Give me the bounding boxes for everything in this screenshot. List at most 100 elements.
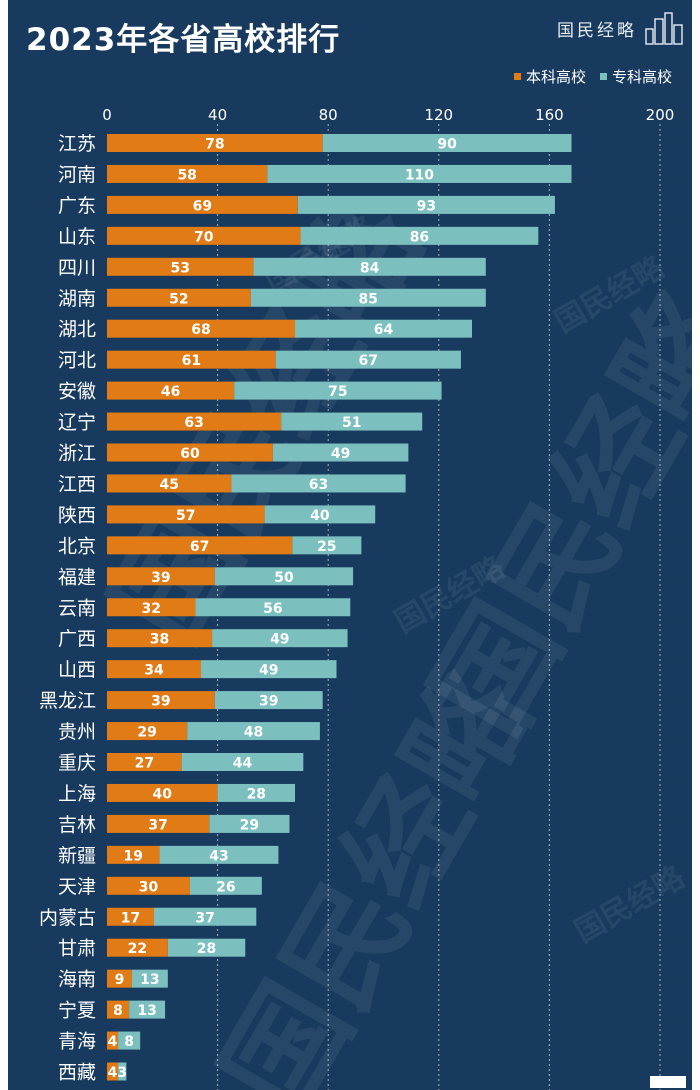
bar-undergraduate: [107, 134, 323, 152]
category-label: 天津: [58, 876, 96, 898]
data-label-undergraduate: 4: [108, 1034, 118, 1050]
bar-vocational: [212, 629, 348, 648]
data-label-undergraduate: 39: [151, 570, 170, 586]
category-label: 江苏: [58, 133, 96, 155]
bar-vocational: [253, 257, 486, 276]
category-label: 宁夏: [58, 1000, 96, 1022]
data-label-vocational: 75: [328, 384, 347, 400]
data-label-undergraduate: 63: [184, 415, 203, 431]
data-label-undergraduate: 4: [108, 1065, 118, 1081]
data-label-undergraduate: 29: [137, 725, 156, 741]
legend-item-vocational: 专科高校: [599, 66, 672, 87]
category-label: 山东: [58, 226, 96, 248]
data-label-vocational: 29: [240, 817, 259, 833]
data-label-vocational: 110: [405, 167, 434, 183]
data-label-vocational: 67: [359, 353, 378, 369]
bar-vocational: [272, 443, 409, 462]
bar-undergraduate: [107, 907, 155, 926]
bar-vocational: [214, 691, 323, 710]
data-label-vocational: 86: [410, 229, 429, 245]
x-tick-label: 0: [102, 106, 112, 124]
data-label-vocational: 90: [437, 137, 457, 153]
city-skyline-icon: [645, 12, 683, 45]
data-label-undergraduate: 67: [190, 539, 209, 555]
data-label-undergraduate: 45: [159, 477, 178, 493]
data-label-vocational: 28: [197, 941, 216, 957]
data-label-undergraduate: 32: [141, 601, 160, 617]
bar-undergraduate: [107, 629, 213, 648]
category-label: 陕西: [58, 504, 96, 526]
bar-undergraduate: [107, 381, 235, 400]
bar-undergraduate: [107, 567, 215, 586]
bar-undergraduate: [107, 876, 190, 895]
data-label-vocational: 26: [216, 879, 235, 895]
data-label-undergraduate: 17: [121, 910, 140, 926]
qr-code: [650, 1076, 686, 1088]
bar-undergraduate: [107, 938, 168, 957]
data-label-undergraduate: 57: [176, 508, 195, 524]
data-label-undergraduate: 8: [113, 1003, 123, 1019]
bar-undergraduate: [107, 288, 251, 307]
data-label-undergraduate: 61: [182, 353, 201, 369]
bar-undergraduate: [107, 691, 215, 710]
data-label-vocational: 63: [309, 477, 328, 493]
bar-undergraduate: [107, 969, 132, 988]
bar-vocational: [201, 660, 337, 679]
category-label: 广东: [58, 195, 96, 217]
bar-vocational: [217, 783, 296, 802]
bar-undergraduate: [107, 350, 276, 369]
bar-vocational: [154, 907, 257, 926]
bar-undergraduate: [107, 164, 268, 183]
data-label-vocational: 51: [342, 415, 361, 431]
data-label-vocational: 13: [137, 1003, 156, 1019]
brand-name: 国民经略: [557, 20, 637, 41]
bar-vocational: [129, 1000, 166, 1019]
data-label-vocational: 13: [140, 972, 159, 988]
legend-item-undergraduate: 本科高校: [513, 66, 586, 87]
legend-swatch-vocational: [599, 73, 607, 80]
bar-undergraduate: [107, 845, 160, 864]
data-label-vocational: 49: [270, 632, 289, 648]
bar-undergraduate: [107, 443, 273, 462]
bar-undergraduate: [107, 257, 254, 276]
bar-vocational: [131, 969, 168, 988]
bar-vocational: [209, 814, 290, 833]
data-label-vocational: 8: [124, 1034, 134, 1050]
data-label-vocational: 3: [117, 1065, 127, 1081]
bar-vocational: [189, 876, 262, 895]
bar-undergraduate: [107, 195, 298, 214]
brand-logo: 国民经略: [556, 10, 684, 46]
legend-label-undergraduate: 本科高校: [525, 68, 586, 86]
bar-undergraduate: [107, 783, 218, 802]
bar-undergraduate: [107, 814, 210, 833]
legend-label-vocational: 专科高校: [611, 68, 672, 86]
bar-vocational: [118, 1062, 127, 1081]
category-label: 海南: [58, 969, 96, 991]
bar-undergraduate: [107, 1031, 119, 1050]
page-title: 2023年各省高校排行: [26, 22, 341, 58]
data-label-vocational: 25: [317, 539, 336, 555]
data-label-undergraduate: 53: [171, 260, 190, 276]
bar-vocational: [264, 505, 376, 524]
bar-vocational: [181, 753, 304, 771]
bar-undergraduate: [107, 505, 265, 524]
data-label-vocational: 50: [274, 570, 294, 586]
data-label-undergraduate: 46: [161, 384, 180, 400]
data-label-vocational: 49: [331, 446, 350, 462]
bar-vocational: [322, 134, 572, 152]
legend-swatch-undergraduate: [513, 73, 521, 80]
category-label: 河北: [58, 350, 96, 372]
category-label: 重庆: [58, 752, 96, 774]
category-label: 江西: [58, 473, 96, 495]
data-label-undergraduate: 78: [205, 137, 224, 153]
bar-vocational: [231, 474, 406, 493]
chart-legend: 本科高校 专科高校: [513, 66, 672, 87]
data-label-undergraduate: 40: [153, 786, 173, 802]
data-label-undergraduate: 9: [115, 972, 125, 988]
data-label-undergraduate: 22: [128, 941, 147, 957]
x-tick-label: 160: [535, 106, 564, 124]
data-label-undergraduate: 69: [193, 198, 212, 214]
data-label-vocational: 93: [417, 198, 436, 214]
data-label-vocational: 40: [310, 508, 330, 524]
